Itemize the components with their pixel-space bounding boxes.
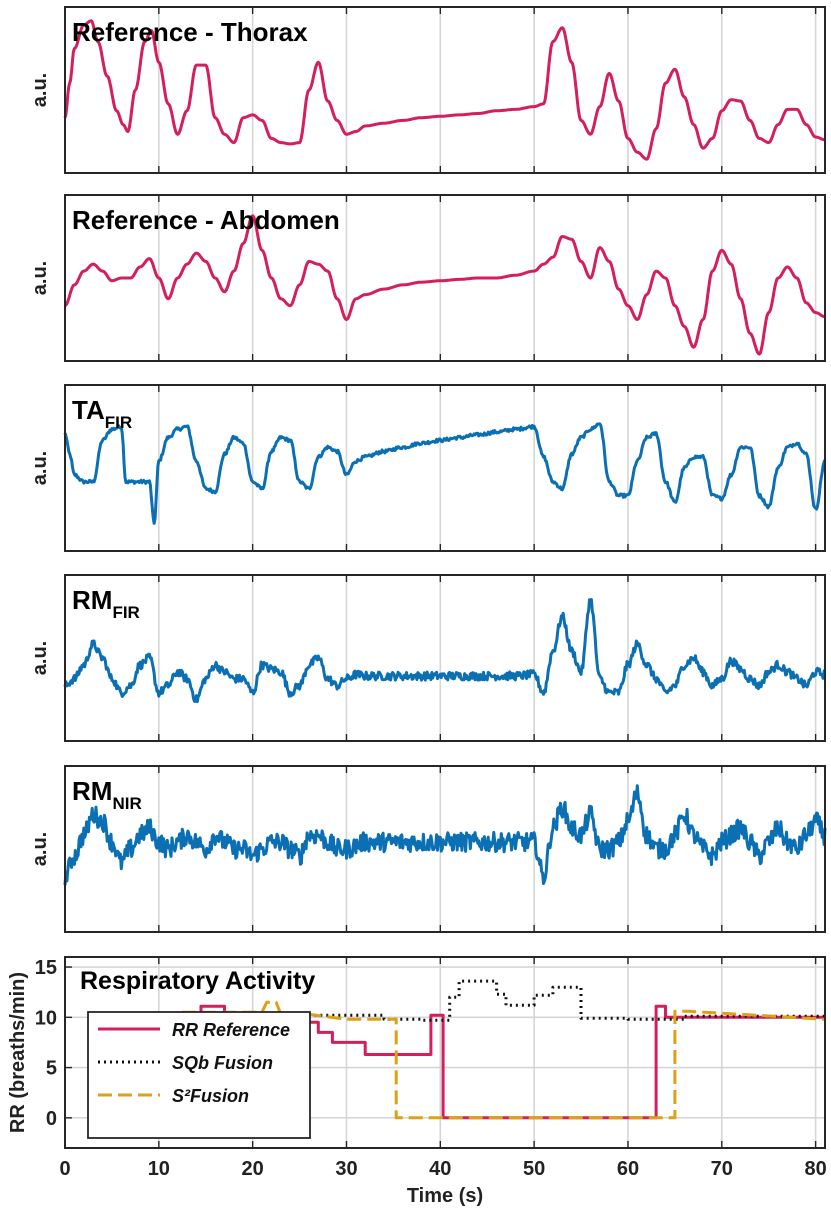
panel-ylabel-4: a.u. (29, 832, 51, 866)
xtick-label-5: 50 (523, 1158, 545, 1180)
panel-title-3: RMFIR (72, 585, 140, 622)
panel-title-subscript: NIR (112, 794, 141, 813)
ytick-label-1: 5 (46, 1058, 57, 1080)
xtick-label-6: 60 (617, 1158, 639, 1180)
legend-label-1: SQb Fusion (172, 1053, 273, 1073)
rr-series-1 (182, 979, 825, 1022)
xtick-label-1: 10 (148, 1158, 170, 1180)
xtick-label-7: 70 (711, 1158, 733, 1180)
panel-title-main: RM (72, 776, 112, 806)
waveform-thorax (63, 19, 826, 161)
xtick-label-3: 30 (335, 1158, 357, 1180)
legend-label-2: S²Fusion (172, 1086, 249, 1106)
panel-ylabel-3: a.u. (29, 641, 51, 675)
rr-series-0 (182, 1004, 825, 1120)
panel-title-main: RM (72, 585, 112, 615)
xtick-label-4: 40 (429, 1158, 451, 1180)
waveform-abdomen (64, 214, 826, 356)
panel-title-main: TA (72, 395, 105, 425)
panel-title-main: Reference - Thorax (72, 17, 308, 47)
panel-ylabel-1: a.u. (29, 261, 51, 295)
respiratory-title: Respiratory Activity (80, 967, 315, 995)
legend-label-0: RR Reference (172, 1020, 290, 1040)
panel-title-main: Reference - Abdomen (72, 205, 340, 235)
panel-frame-0 (64, 6, 826, 174)
panel-ylabel-2: a.u. (29, 451, 51, 485)
waveform-ta_fir (63, 422, 827, 525)
legend: RR Reference SQb Fusion S²Fusion (87, 1011, 311, 1139)
xtick-label-8: 80 (804, 1158, 826, 1180)
ytick-label-3: 15 (35, 957, 57, 979)
ytick-label-0: 0 (46, 1108, 57, 1130)
panel-title-4: RMNIR (72, 776, 142, 813)
x-axis-label: Time (s) (407, 1185, 483, 1207)
rr-series-2 (182, 1000, 826, 1120)
legend-box (87, 1011, 311, 1139)
panel-frame-1 (64, 194, 826, 362)
waveform-rm_fir (63, 598, 827, 704)
ytick-label-2: 10 (35, 1007, 57, 1029)
panel-title-2: TAFIR (72, 395, 132, 432)
panel-title-1: Reference - Abdomen (72, 205, 340, 235)
xtick-label-0: 0 (59, 1158, 70, 1180)
panel-ylabel-0: a.u. (29, 73, 51, 107)
panel-title-subscript: FIR (112, 603, 139, 622)
xtick-label-2: 20 (242, 1158, 264, 1180)
rr-ylabel: RR (breaths/min) (7, 972, 29, 1133)
panel-frame-2 (64, 384, 826, 552)
panel-frame-3 (64, 574, 826, 742)
panel-frame-5 (64, 956, 826, 1149)
panel-frame-4 (64, 765, 826, 933)
panel-title-subscript: FIR (105, 413, 132, 432)
panel-title-0: Reference - Thorax (72, 17, 308, 47)
waveform-rm_nir (63, 784, 827, 886)
